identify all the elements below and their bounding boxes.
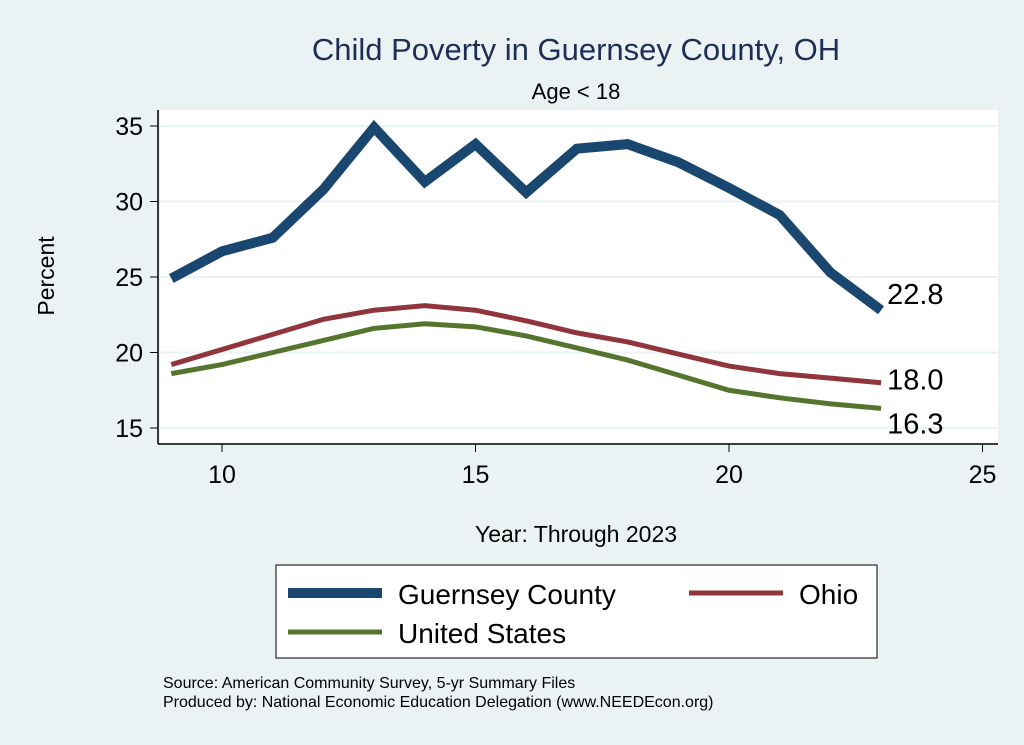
end-label-2: 16.3 xyxy=(887,408,943,440)
x-tick-label: 20 xyxy=(715,461,743,489)
y-tick-label: 30 xyxy=(115,189,143,217)
x-tick-label: 10 xyxy=(208,461,236,489)
end-label-1: 18.0 xyxy=(887,365,943,397)
producer-note: Produced by: National Economic Education… xyxy=(163,694,714,711)
end-label-0: 22.8 xyxy=(887,279,943,311)
y-tick-label: 35 xyxy=(115,113,143,141)
legend-label-ohio: Ohio xyxy=(799,579,858,610)
legend-label-us: United States xyxy=(398,618,566,649)
y-tick-label: 25 xyxy=(115,264,143,292)
y-tick-label: 20 xyxy=(115,340,143,368)
chart-title: Child Poverty in Guernsey County, OH xyxy=(312,32,840,67)
y-axis-label: Percent xyxy=(33,236,59,316)
x-axis-label: Year: Through 2023 xyxy=(475,521,677,547)
x-tick-label: 15 xyxy=(462,461,490,489)
series-line-1 xyxy=(170,303,882,386)
x-tick-label: 25 xyxy=(969,461,997,489)
source-note: Source: American Community Survey, 5-yr … xyxy=(163,675,575,692)
y-tick-label: 15 xyxy=(115,415,143,443)
series-line-0 xyxy=(168,119,885,315)
chart-subtitle: Age < 18 xyxy=(532,79,621,104)
legend: Guernsey County Ohio United States xyxy=(275,564,878,659)
series-line-2 xyxy=(170,321,882,411)
legend-label-guernsey: Guernsey County xyxy=(398,579,616,610)
